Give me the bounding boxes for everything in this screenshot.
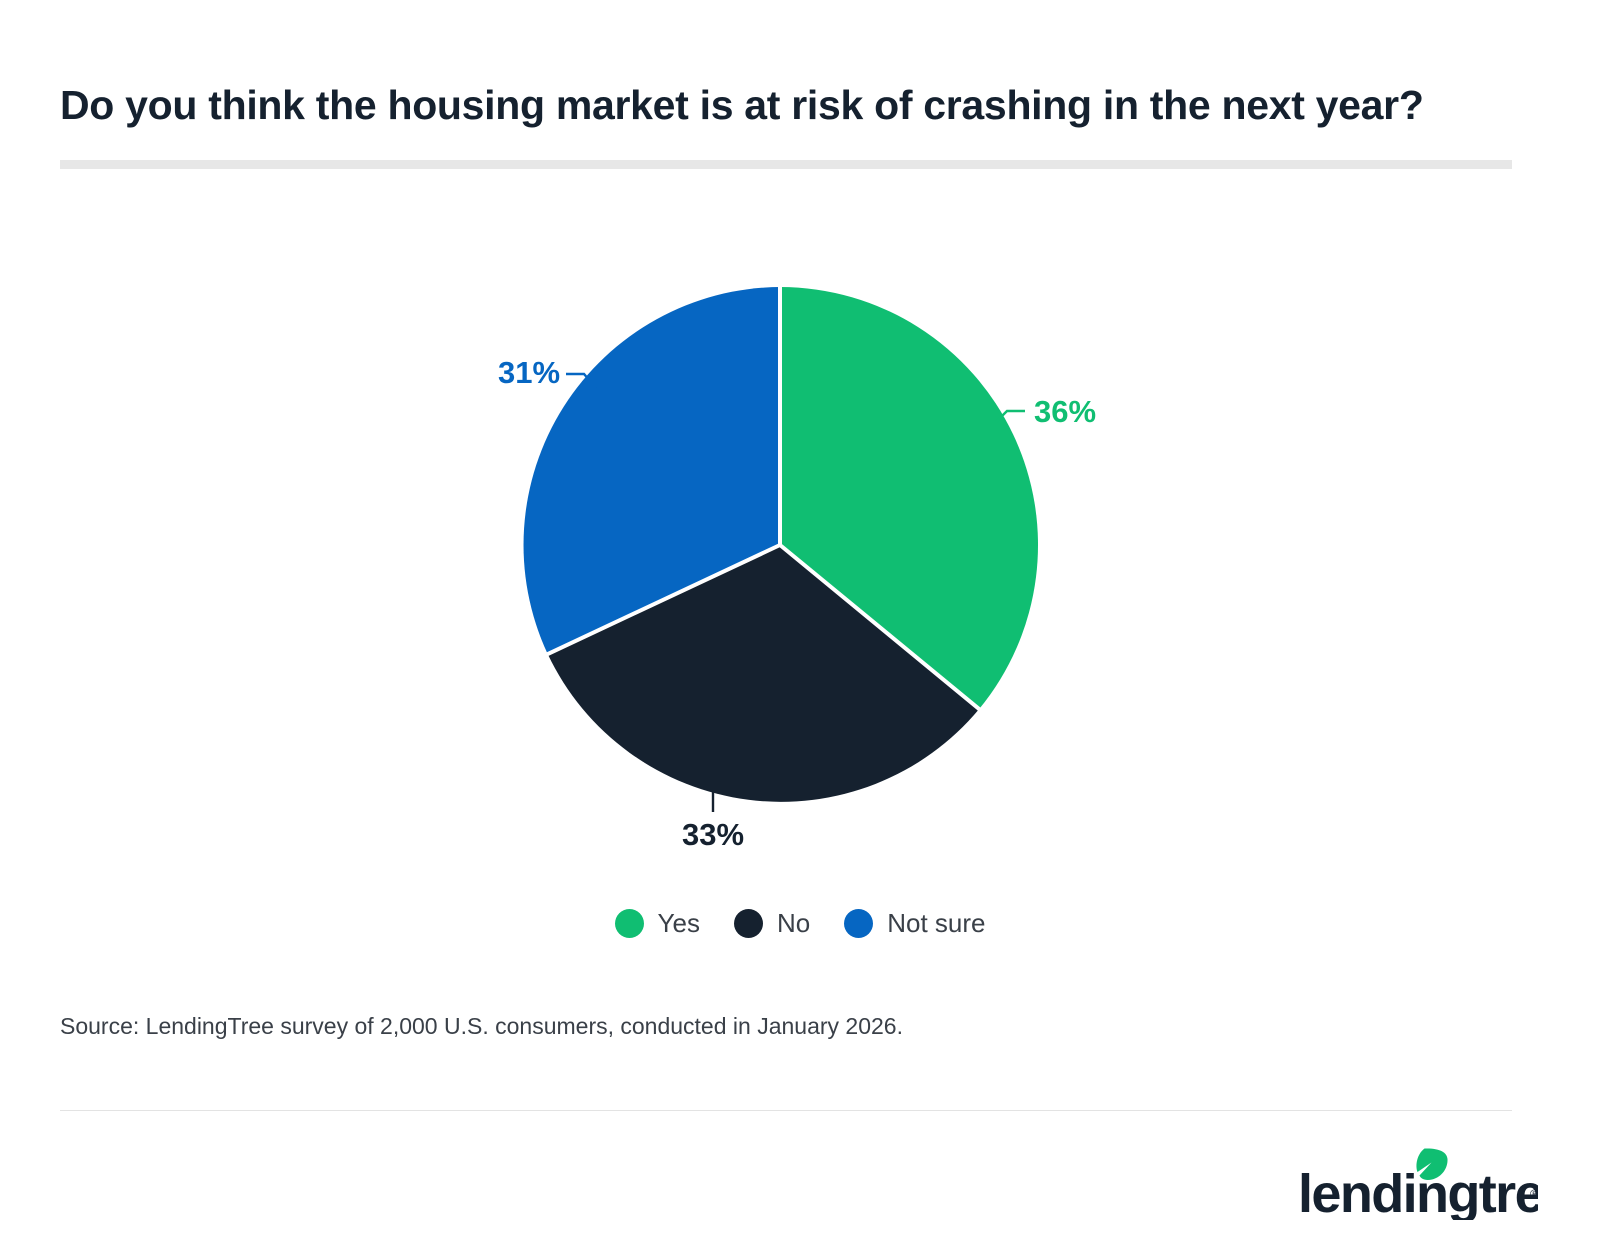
lendingtree-logo: lendingtree ®	[1298, 1146, 1538, 1220]
legend-swatch-not-sure	[844, 909, 874, 938]
legend-label-not-sure: Not sure	[887, 908, 986, 938]
legend-item-no[interactable]: No	[733, 908, 811, 939]
legend-item-not-sure[interactable]: Not sure	[844, 908, 985, 939]
source-note: Source: LendingTree survey of 2,000 U.S.…	[60, 1013, 903, 1039]
legend-label-no: No	[776, 908, 811, 938]
leaf-icon	[1416, 1148, 1448, 1181]
chart-legend: Yes No Not sure	[0, 908, 1600, 939]
logo-registered-mark: ®	[1530, 1187, 1538, 1201]
pie-chart	[520, 285, 1040, 805]
legend-label-yes: Yes	[657, 908, 700, 938]
legend-item-yes[interactable]: Yes	[614, 908, 700, 939]
page-title: Do you think the housing market is at ri…	[60, 82, 1424, 128]
footer-divider	[60, 1110, 1512, 1111]
lendingtree-logo-svg: lendingtree ®	[1298, 1148, 1538, 1220]
data-label-yes: 36%	[1034, 394, 1097, 429]
title-divider	[60, 160, 1512, 169]
logo-wordmark: lendingtree	[1298, 1164, 1538, 1220]
legend-swatch-yes	[614, 909, 644, 938]
pie-slice-no[interactable]	[547, 545, 980, 802]
data-label-no: 33%	[682, 817, 745, 852]
data-label-not-sure: 31%	[498, 355, 561, 390]
slice-separators	[545, 285, 982, 712]
pie-slice-yes[interactable]	[780, 287, 1039, 710]
legend-swatch-no	[733, 909, 763, 938]
pie-chart-svg	[523, 285, 1039, 802]
